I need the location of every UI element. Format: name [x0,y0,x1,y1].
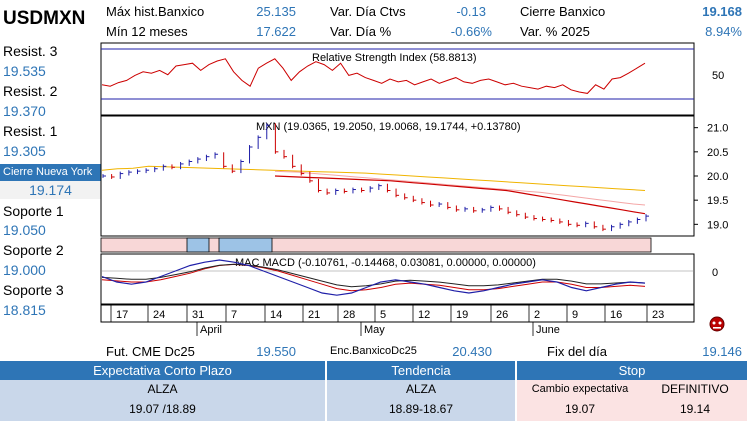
x-axis-tick-label: 23 [652,309,664,321]
resist-2-label: Resist. 2 [3,83,58,99]
x-axis-tick-label: 16 [610,309,622,321]
fut-cme-value: 19.550 [256,344,296,359]
stop-box [517,380,747,421]
min-12m-label: Mín 12 meses [106,24,188,39]
resist-1-label: Resist. 1 [3,123,58,139]
ny-close-value: 19.174 [0,181,101,199]
price-y-tick-label: 19.0 [707,219,728,231]
stop-header: Stop [517,361,747,380]
ma-red-line [274,175,646,215]
expectativa-header: Expectativa Corto Plazo [0,361,325,380]
fix-dia-label: Fix del día [547,344,607,359]
x-axis-months: April May June [196,322,560,336]
definitivo-label: DEFINITIVO [661,382,729,396]
soporte-3-value: 18.815 [3,302,46,318]
x-axis-tick-label: 17 [116,309,128,321]
macd-title: MAC MACD (-0.10761, -0.14468, 0.03081, 0… [235,257,536,269]
price-title: MXN (19.0365, 19.2050, 19.0068, 19.1744,… [256,121,521,133]
trend-strip [100,237,652,253]
price-y-tick-label: 21.0 [707,123,728,135]
macd-line [101,259,646,296]
rsi-title: Relative Strength Index (58.8813) [312,52,477,64]
settings-icon[interactable] [709,316,725,332]
x-axis-tick-label: 2 [534,309,540,321]
x-axis-tick-label: 5 [380,309,386,321]
soporte-1-label: Soporte 1 [3,203,64,219]
tendencia-header: Tendencia [327,361,515,380]
x-axis-tick-label: 7 [231,309,237,321]
x-axis [100,304,695,323]
cambio-expectativa-label: Cambio expectativa [531,383,629,395]
cierre-banxico-label: Cierre Banxico [520,4,606,19]
price-bars [102,123,649,232]
x-axis-tick-label: 26 [496,309,508,321]
soporte-3-label: Soporte 3 [3,282,64,298]
chart-area[interactable]: Relative Strength Index (58.8813) 50 MXN… [100,42,747,342]
min-12m-value: 17.622 [256,24,296,39]
soporte-2-value: 19.000 [3,262,46,278]
cambio-expectativa-value: 19.07 [564,402,596,416]
x-axis-month-label: June [536,324,560,336]
trend-strip-blue-1 [186,237,210,253]
x-axis-month-label: May [364,324,385,336]
enc-banxico-label: Enc.BanxicoDc25 [330,345,417,357]
cierre-banxico-value: 19.168 [702,4,742,19]
max-hist-value: 25.135 [256,4,296,19]
expectativa-direction: ALZA [147,382,178,396]
rsi-panel [100,42,695,116]
macd-panel [100,253,695,305]
rsi-tick: 50 [712,70,724,82]
var-2025-label: Var. % 2025 [520,24,590,39]
enc-banxico-value: 20.430 [452,344,492,359]
x-axis-tick-label: 14 [270,309,282,321]
var-ctvs-value: -0.13 [456,4,486,19]
fix-dia-value: 19.146 [702,344,742,359]
price-y-tick-label: 20.0 [707,171,728,183]
price-y-tick-label: 19.5 [707,195,728,207]
x-axis-tick-label: 12 [418,309,430,321]
macd-tick: 0 [712,267,718,279]
trend-strip-blue-2 [218,237,273,253]
resist-2-value: 19.370 [3,103,46,119]
tendencia-box [327,380,515,421]
x-axis-tick-label: 9 [572,309,578,321]
fut-cme-label: Fut. CME Dc25 [106,344,195,359]
resist-3-label: Resist. 3 [3,43,58,59]
var-pct-label: Var. Día % [330,24,392,39]
expectativa-range: 19.07 /18.89 [129,402,196,416]
tendencia-direction: ALZA [405,382,436,396]
x-axis-tick-label: 31 [192,309,204,321]
rsi-line [101,58,646,94]
resist-1-value: 19.305 [3,143,46,159]
x-axis-month-label: April [200,324,222,336]
soporte-2-label: Soporte 2 [3,242,64,258]
max-hist-label: Máx hist.Banxico [106,4,205,19]
price-panel [100,115,695,237]
x-axis-tick-label: 21 [308,309,320,321]
x-axis-tick-label: 28 [343,309,355,321]
price-y-axis: 21.0 20.5 20.0 19.5 19.0 [694,123,728,231]
x-axis-ticks: 17 24 31 7 14 21 28 5 12 19 26 2 9 16 23 [110,305,664,322]
x-axis-tick-label: 19 [456,309,468,321]
ny-close-label: Cierre Nueva York [0,164,101,181]
definitivo-value: 19.14 [679,402,711,416]
var-2025-value: 8.94% [705,24,742,39]
tendencia-range: 18.89-18.67 [388,402,454,416]
ma-pink-line [274,170,646,206]
var-pct-value: -0.66% [450,24,492,39]
var-ctvs-label: Var. Día Ctvs [330,4,406,19]
x-axis-tick-label: 24 [153,309,165,321]
price-y-tick-label: 20.5 [707,147,728,159]
resist-3-value: 19.535 [3,63,46,79]
expectativa-box [0,380,325,421]
soporte-1-value: 19.050 [3,222,46,238]
symbol-title: USDMXN [3,8,86,29]
ma-orange-line [101,165,646,191]
